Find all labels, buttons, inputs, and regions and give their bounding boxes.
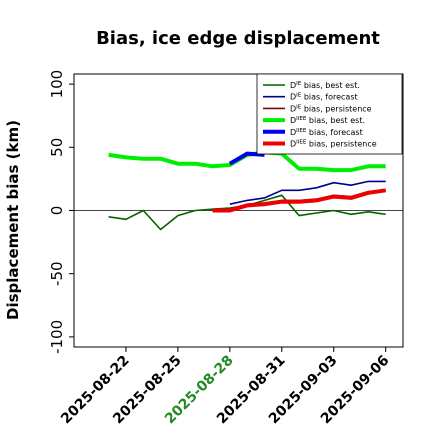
series-line-6 xyxy=(212,188,386,213)
y-tick-label: -50 xyxy=(48,261,66,286)
plot-area: -100-500501002025-08-222025-08-252025-08… xyxy=(48,70,404,427)
y-tick-label: 0 xyxy=(48,206,66,216)
series-line-5 xyxy=(228,151,265,166)
legend: DIE bias, best est. DIE bias, forecast DIE… xyxy=(256,73,403,155)
y-tick-label: -100 xyxy=(48,320,66,354)
legend-entry-6: DIIEE bias, persistence xyxy=(290,140,377,149)
series-line-2 xyxy=(229,180,386,205)
y-tick-label: 50 xyxy=(48,138,66,157)
y-axis-label: Displacement bias (km) xyxy=(4,120,22,320)
legend-entry-2: DIE bias, forecast xyxy=(290,93,358,102)
chart-title: Bias, ice edge displacement xyxy=(96,28,380,49)
legend-entry-3: DIE bias, persistence xyxy=(290,104,372,113)
y-tick-label: 100 xyxy=(48,70,66,99)
legend-box xyxy=(256,73,403,155)
legend-entry-1: DIE bias, best est. xyxy=(290,81,360,90)
legend-entry-5: DIIEE bias, forecast xyxy=(290,128,363,137)
legend-entry-4: DIIEE bias, best est. xyxy=(290,116,365,125)
